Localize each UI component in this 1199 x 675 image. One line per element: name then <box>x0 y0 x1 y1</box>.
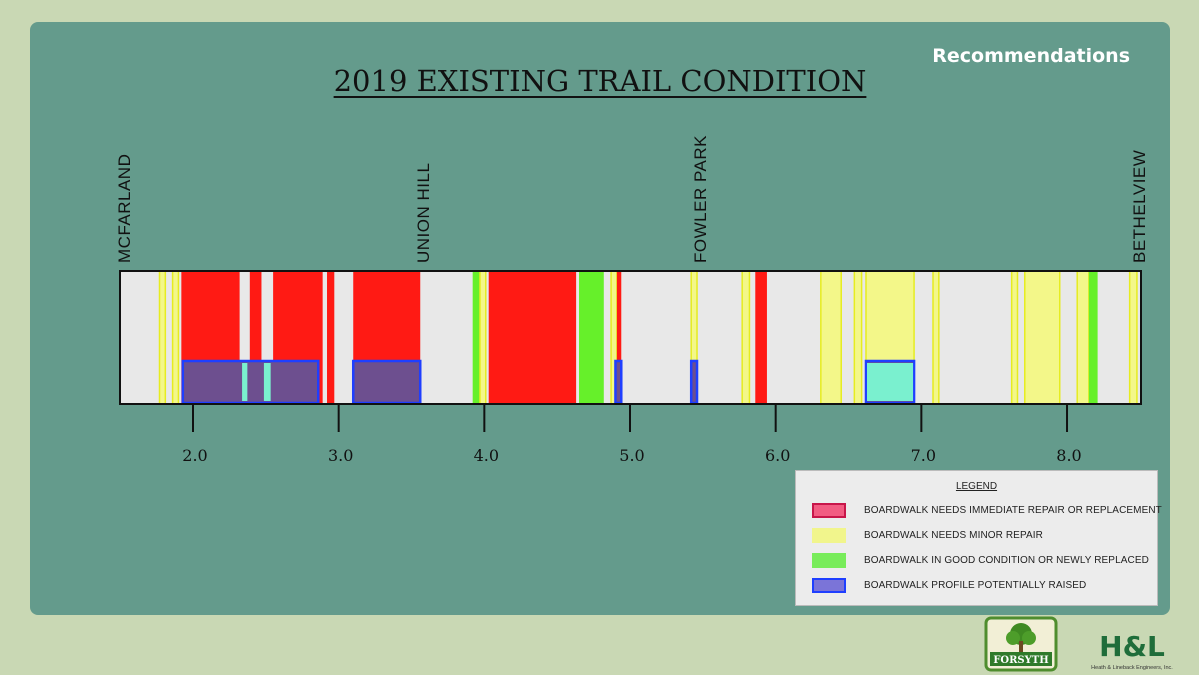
segment-minor <box>479 270 487 405</box>
segment-good <box>1088 271 1098 404</box>
legend-swatch-immediate <box>812 502 846 518</box>
legend-item-immediate: BOARDWALK NEEDS IMMEDIATE REPAIR OR REPL… <box>812 501 1162 519</box>
legend-label-immediate: BOARDWALK NEEDS IMMEDIATE REPAIR OR REPL… <box>864 504 1162 516</box>
axis-tick-label: 6.0 <box>765 446 790 465</box>
forsyth-logo-text: FORSYTH <box>993 655 1048 666</box>
segment-minor <box>853 270 863 405</box>
axis-tick-label: 5.0 <box>619 446 644 465</box>
legend-label-raised: BOARDWALK PROFILE POTENTIALLY RAISED <box>864 579 1087 591</box>
axis-tick-label: 7.0 <box>911 446 936 465</box>
segment-immediate <box>488 271 577 404</box>
trail-condition-diagram: 2.0 3.0 4.0 5.0 6.0 7.0 8.0 MCFARLAND UNION HILL… <box>115 135 1149 465</box>
section-title: Recommendations <box>932 45 1130 67</box>
raised-box <box>614 359 623 405</box>
axis-tick-label: 3.0 <box>328 446 353 465</box>
legend-title: LEGEND <box>955 481 998 492</box>
segment-good <box>472 271 480 404</box>
raised-box <box>689 359 699 405</box>
slide-panel: Recommendations 2019 EXISTING TRAIL COND… <box>30 22 1170 615</box>
segment-good <box>579 271 604 404</box>
segment-minor <box>1024 270 1061 405</box>
axis-tick-label: 4.0 <box>474 446 499 465</box>
axis-tick-label: 8.0 <box>1056 446 1081 465</box>
raised-gap <box>263 363 271 401</box>
segment-minor <box>1128 270 1138 405</box>
landmark-label: MCFARLAND <box>115 154 134 263</box>
legend-swatch-good <box>812 552 846 568</box>
segment-immediate <box>327 271 335 404</box>
legend: LEGEND BOARDWALK NEEDS IMMEDIATE REPAIR … <box>795 470 1162 606</box>
segment-immediate <box>755 271 767 404</box>
raised-gap <box>242 363 248 401</box>
segment-immediate <box>249 271 262 404</box>
legend-item-raised: BOARDWALK PROFILE POTENTIALLY RAISED <box>812 576 1086 594</box>
segment-minor <box>1076 270 1090 405</box>
legend-label-minor: BOARDWALK NEEDS MINOR REPAIR <box>864 529 1043 541</box>
landmark-label: FOWLER PARK <box>691 135 710 263</box>
axis-tick-label: 2.0 <box>182 446 207 465</box>
segment-minor <box>158 270 167 405</box>
segment-minor <box>932 270 940 405</box>
hl-logo: H&L Heath & Lineback Engineers, Inc. <box>1091 630 1173 671</box>
segment-immediate <box>616 271 622 404</box>
landmark-label: UNION HILL <box>414 163 433 263</box>
legend-label-good: BOARDWALK IN GOOD CONDITION OR NEWLY REP… <box>864 554 1149 566</box>
legend-swatch-raised <box>812 577 846 593</box>
segment-minor <box>820 270 842 405</box>
chart-title: 2019 EXISTING TRAIL CONDITION <box>333 64 867 98</box>
hl-logo-text: H&L <box>1099 630 1165 663</box>
segment-minor <box>171 270 180 405</box>
raised-box <box>351 359 422 405</box>
hl-logo-subtext: Heath & Lineback Engineers, Inc. <box>1091 665 1173 671</box>
landmark-label: BETHELVIEW <box>1130 150 1149 263</box>
segment-minor <box>741 270 751 405</box>
legend-item-good: BOARDWALK IN GOOD CONDITION OR NEWLY REP… <box>812 551 1149 569</box>
raised-gap <box>866 363 914 401</box>
segment-minor <box>1010 270 1019 405</box>
legend-swatch-minor <box>812 527 846 543</box>
forsyth-logo: FORSYTH <box>984 616 1058 672</box>
legend-item-minor: BOARDWALK NEEDS MINOR REPAIR <box>812 526 1043 544</box>
raised-box <box>181 359 320 405</box>
